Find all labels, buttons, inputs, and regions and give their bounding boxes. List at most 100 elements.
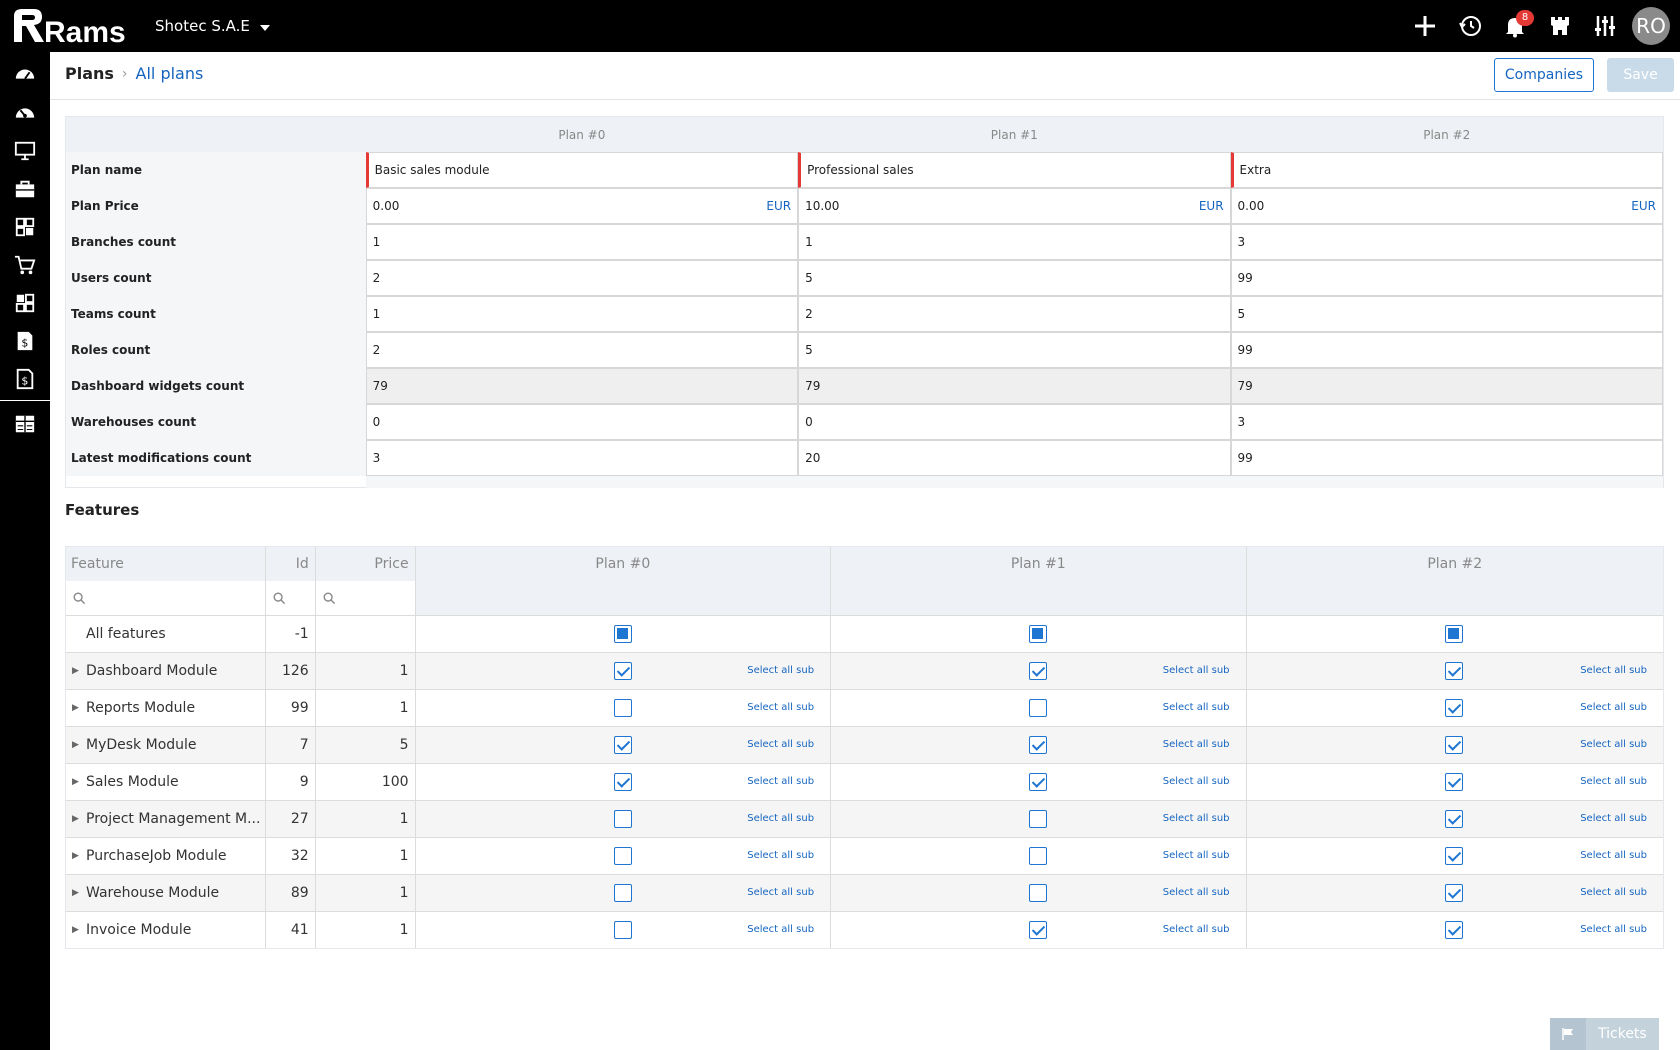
- dashboard-alt-icon[interactable]: [0, 94, 50, 132]
- plan-price-input[interactable]: 0.00 EUR: [1230, 188, 1663, 224]
- breadcrumb-current[interactable]: All plans: [135, 64, 204, 83]
- latest-modifications-count-input[interactable]: 3: [365, 440, 799, 476]
- plan-1-checkbox[interactable]: [1029, 625, 1048, 643]
- castle-icon[interactable]: [1537, 0, 1582, 52]
- plan-2-checkbox[interactable]: [1444, 810, 1463, 828]
- plan-1-checkbox[interactable]: [1029, 884, 1048, 902]
- plan-0-checkbox[interactable]: [613, 699, 632, 717]
- latest-modifications-count-input[interactable]: 20: [798, 440, 1231, 476]
- teams-count-input[interactable]: 2: [798, 296, 1231, 332]
- plan-0-checkbox[interactable]: [613, 662, 632, 680]
- warehouses-count-input[interactable]: 0: [365, 404, 799, 440]
- plan-name-input[interactable]: Extra: [1230, 152, 1663, 188]
- plans-icon[interactable]: [0, 405, 50, 443]
- select-all-sub-link[interactable]: Select all sub: [1162, 887, 1230, 898]
- expand-arrow-icon[interactable]: ▶: [72, 925, 79, 935]
- select-all-sub-link[interactable]: Select all sub: [1580, 924, 1647, 935]
- plan-0-checkbox[interactable]: [613, 847, 632, 865]
- select-all-sub-link[interactable]: Select all sub: [1162, 813, 1230, 824]
- plan-price-input[interactable]: 0.00 EUR: [365, 188, 799, 224]
- plan-2-checkbox[interactable]: [1444, 699, 1463, 717]
- feature-filter-input[interactable]: [66, 581, 266, 615]
- expand-arrow-icon[interactable]: ▶: [72, 703, 79, 713]
- invoice-alt-icon[interactable]: $: [0, 360, 50, 398]
- select-all-sub-link[interactable]: Select all sub: [1580, 850, 1647, 861]
- warehouses-count-input[interactable]: 3: [1230, 404, 1663, 440]
- select-all-sub-link[interactable]: Select all sub: [747, 850, 815, 861]
- column-header-id[interactable]: Id: [266, 547, 316, 581]
- teams-count-input[interactable]: 5: [1230, 296, 1663, 332]
- plan-2-checkbox[interactable]: [1444, 662, 1463, 680]
- price-filter-input[interactable]: [315, 581, 416, 615]
- avatar[interactable]: RO: [1632, 7, 1670, 45]
- expand-arrow-icon[interactable]: ▶: [72, 740, 79, 750]
- history-icon[interactable]: [1447, 0, 1492, 52]
- select-all-sub-link[interactable]: Select all sub: [1580, 739, 1647, 750]
- select-all-sub-link[interactable]: Select all sub: [1162, 924, 1230, 935]
- teams-count-input[interactable]: 1: [365, 296, 799, 332]
- plus-icon[interactable]: [1402, 0, 1447, 52]
- sliders-icon[interactable]: [1582, 0, 1627, 52]
- expand-arrow-icon[interactable]: ▶: [72, 777, 79, 787]
- plan-0-checkbox[interactable]: [613, 736, 632, 754]
- plan-2-checkbox[interactable]: [1444, 736, 1463, 754]
- modules-alt-icon[interactable]: [0, 284, 50, 322]
- roles-count-input[interactable]: 2: [365, 332, 799, 368]
- expand-arrow-icon[interactable]: ▶: [72, 851, 79, 861]
- select-all-sub-link[interactable]: Select all sub: [747, 924, 815, 935]
- plan-0-checkbox[interactable]: [613, 884, 632, 902]
- branches-count-input[interactable]: 3: [1230, 224, 1663, 260]
- invoice-icon[interactable]: $: [0, 322, 50, 360]
- save-button[interactable]: Save: [1607, 58, 1674, 92]
- plan-0-checkbox[interactable]: [613, 810, 632, 828]
- plan-1-checkbox[interactable]: [1029, 699, 1048, 717]
- expand-arrow-icon[interactable]: ▶: [72, 814, 79, 824]
- expand-arrow-icon[interactable]: ▶: [72, 666, 79, 676]
- select-all-sub-link[interactable]: Select all sub: [747, 665, 815, 676]
- plan-2-checkbox[interactable]: [1444, 847, 1463, 865]
- select-all-sub-link[interactable]: Select all sub: [1162, 665, 1230, 676]
- branches-count-input[interactable]: 1: [798, 224, 1231, 260]
- plan-1-checkbox[interactable]: [1029, 921, 1048, 939]
- plan-name-input[interactable]: Basic sales module: [365, 152, 799, 188]
- select-all-sub-link[interactable]: Select all sub: [747, 813, 815, 824]
- select-all-sub-link[interactable]: Select all sub: [1162, 776, 1230, 787]
- plan-price-input[interactable]: 10.00 EUR: [798, 188, 1231, 224]
- bell-icon[interactable]: 8: [1492, 0, 1537, 52]
- plan-1-checkbox[interactable]: [1029, 847, 1048, 865]
- select-all-sub-link[interactable]: Select all sub: [1580, 813, 1647, 824]
- select-all-sub-link[interactable]: Select all sub: [1162, 850, 1230, 861]
- plan-1-checkbox[interactable]: [1029, 810, 1048, 828]
- latest-modifications-count-input[interactable]: 99: [1230, 440, 1663, 476]
- companies-button[interactable]: Companies: [1493, 58, 1594, 92]
- select-all-sub-link[interactable]: Select all sub: [747, 702, 815, 713]
- select-all-sub-link[interactable]: Select all sub: [1580, 776, 1647, 787]
- users-count-input[interactable]: 5: [798, 260, 1231, 296]
- company-selector[interactable]: Shotec S.A.E: [155, 0, 270, 52]
- cart-icon[interactable]: [0, 246, 50, 284]
- monitor-icon[interactable]: [0, 132, 50, 170]
- select-all-sub-link[interactable]: Select all sub: [1580, 702, 1647, 713]
- plan-2-checkbox[interactable]: [1444, 773, 1463, 791]
- dashboard-icon[interactable]: [0, 56, 50, 94]
- users-count-input[interactable]: 2: [365, 260, 799, 296]
- select-all-sub-link[interactable]: Select all sub: [1580, 887, 1647, 898]
- id-filter-input[interactable]: [265, 581, 316, 615]
- plan-0-checkbox[interactable]: [613, 773, 632, 791]
- select-all-sub-link[interactable]: Select all sub: [1162, 739, 1230, 750]
- horizontal-scrollbar[interactable]: [366, 476, 1663, 488]
- users-count-input[interactable]: 99: [1230, 260, 1663, 296]
- plan-0-checkbox[interactable]: [613, 625, 632, 643]
- select-all-sub-link[interactable]: Select all sub: [747, 739, 815, 750]
- column-header-price[interactable]: Price: [316, 547, 416, 581]
- select-all-sub-link[interactable]: Select all sub: [1162, 702, 1230, 713]
- briefcase-icon[interactable]: [0, 170, 50, 208]
- plan-0-checkbox[interactable]: [613, 921, 632, 939]
- expand-arrow-icon[interactable]: ▶: [72, 888, 79, 898]
- plan-2-checkbox[interactable]: [1444, 625, 1463, 643]
- roles-count-input[interactable]: 5: [798, 332, 1231, 368]
- plan-1-checkbox[interactable]: [1029, 773, 1048, 791]
- tickets-button[interactable]: Tickets: [1550, 1018, 1659, 1050]
- select-all-sub-link[interactable]: Select all sub: [747, 887, 815, 898]
- warehouses-count-input[interactable]: 0: [798, 404, 1231, 440]
